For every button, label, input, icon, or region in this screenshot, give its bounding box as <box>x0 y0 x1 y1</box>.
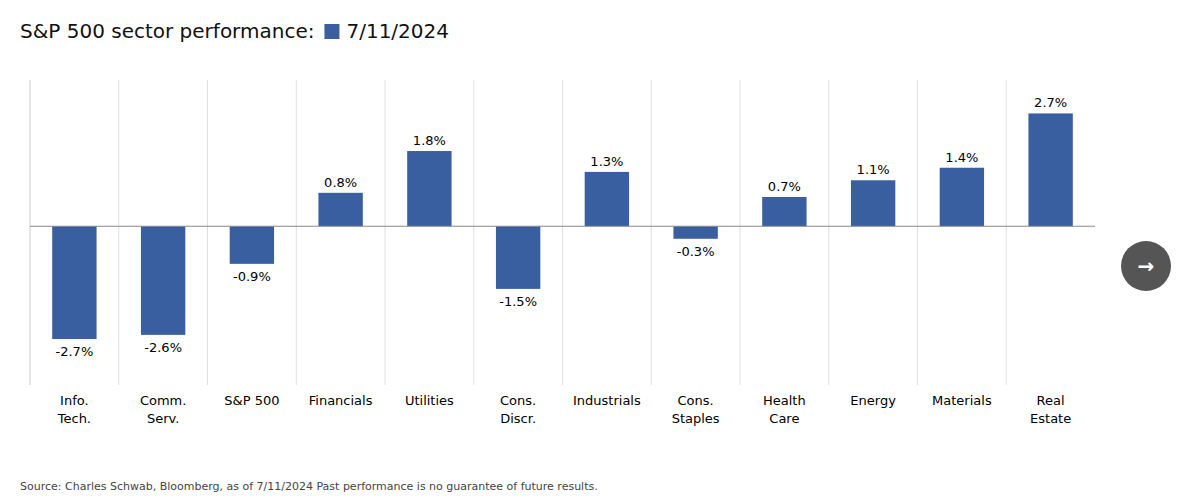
category-label: Cons. Staples <box>672 393 720 426</box>
y-axis-line <box>30 80 31 385</box>
legend-swatch <box>324 24 339 39</box>
category-separator <box>562 80 563 385</box>
category-label: Health Care <box>763 393 806 426</box>
bar <box>230 226 274 264</box>
category-label: Real Estate <box>1030 393 1071 426</box>
data-label: 1.3% <box>590 154 623 169</box>
category-label-line: Industrials <box>573 393 641 408</box>
category-label-line: Comm. <box>140 393 187 408</box>
data-label: 0.7% <box>768 179 801 194</box>
data-label: -2.7% <box>56 344 94 359</box>
category-label-line: Health <box>763 393 806 408</box>
category-label-line: Serv. <box>147 411 179 426</box>
category-label: Energy <box>850 393 896 408</box>
category-separator <box>917 80 918 385</box>
category-label-line: Financials <box>309 393 373 408</box>
category-separator <box>651 80 652 385</box>
category-label-line: Cons. <box>678 393 714 408</box>
bar <box>585 172 629 226</box>
legend-label: 7/11/2024 <box>346 19 449 43</box>
category-label: Comm. Serv. <box>140 393 187 426</box>
category-separator <box>740 80 741 385</box>
category-separator <box>1006 80 1007 385</box>
source-note: Source: Charles Schwab, Bloomberg, as of… <box>20 480 598 493</box>
category-separator <box>118 80 119 385</box>
arrow-text: → <box>1138 254 1155 278</box>
category-label: S&P 500 <box>224 393 279 408</box>
zero-line <box>30 226 1095 227</box>
title: S&P 500 sector performance: <box>20 19 314 43</box>
data-label: -2.6% <box>144 340 182 355</box>
category-label: Cons. Discr. <box>500 393 536 426</box>
bar <box>496 226 540 289</box>
category-label: Utilities <box>405 393 454 408</box>
data-label: 1.4% <box>945 150 978 165</box>
category-label: Industrials <box>573 393 641 408</box>
category-separator <box>296 80 297 385</box>
arrow-circle <box>1121 241 1171 291</box>
bar <box>407 151 451 226</box>
category-label-line: Staples <box>672 411 720 426</box>
bar <box>851 180 895 226</box>
category-separator <box>207 80 208 385</box>
category-label-line: Energy <box>850 393 896 408</box>
bar <box>52 226 96 339</box>
category-label-line: Cons. <box>500 393 536 408</box>
category-label-line: Care <box>769 411 799 426</box>
category-separator <box>473 80 474 385</box>
data-label: -0.3% <box>677 244 715 259</box>
category-label-line: Utilities <box>405 393 454 408</box>
data-label: 1.1% <box>857 162 890 177</box>
data-label: 1.8% <box>413 133 446 148</box>
chart: S&P 500 sector performance: 7/11/2024 -2.7… <box>0 0 1200 501</box>
category-separator <box>828 80 829 385</box>
category-label-line: Info. <box>60 393 89 408</box>
data-label: 0.8% <box>324 175 357 190</box>
data-label: -0.9% <box>233 269 271 284</box>
category-label-line: Real <box>1037 393 1065 408</box>
data-label: -1.5% <box>499 294 537 309</box>
category-label: Materials <box>932 393 992 408</box>
category-label: Info. Tech. <box>57 393 91 426</box>
bar <box>673 226 717 239</box>
category-label-line: Estate <box>1030 411 1071 426</box>
bar <box>940 168 984 226</box>
bar <box>141 226 185 335</box>
category-separator <box>385 80 386 385</box>
bar <box>762 197 806 226</box>
category-label-line: Tech. <box>57 411 91 426</box>
category-label: Financials <box>309 393 373 408</box>
bar <box>318 193 362 226</box>
category-label-line: Discr. <box>500 411 536 426</box>
category-label-line: Materials <box>932 393 992 408</box>
category-label-line: S&P 500 <box>224 393 279 408</box>
bar <box>1028 113 1072 226</box>
data-label: 2.7% <box>1034 95 1067 110</box>
